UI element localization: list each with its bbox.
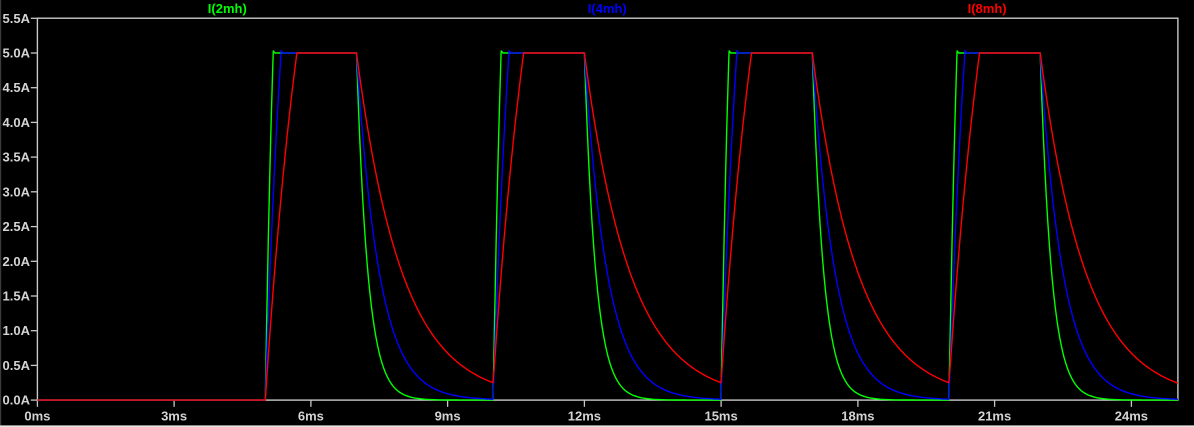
svg-text:0ms: 0ms [24, 409, 50, 424]
svg-text:4.0A: 4.0A [3, 115, 31, 130]
svg-text:3ms: 3ms [161, 409, 187, 424]
svg-text:1.5A: 1.5A [3, 289, 31, 304]
svg-text:I(8mh): I(8mh) [968, 1, 1007, 16]
svg-text:I(4mh): I(4mh) [588, 1, 627, 16]
svg-text:15ms: 15ms [704, 409, 737, 424]
svg-text:I(2mh): I(2mh) [208, 1, 247, 16]
svg-text:21ms: 21ms [978, 409, 1011, 424]
svg-text:4.5A: 4.5A [3, 80, 31, 95]
svg-text:12ms: 12ms [568, 409, 601, 424]
svg-text:24ms: 24ms [1115, 409, 1148, 424]
svg-text:1.0A: 1.0A [3, 323, 31, 338]
svg-text:6ms: 6ms [298, 409, 324, 424]
svg-text:9ms: 9ms [435, 409, 461, 424]
svg-text:5.0A: 5.0A [3, 46, 31, 61]
svg-text:0.5A: 0.5A [3, 358, 31, 373]
svg-text:2.5A: 2.5A [3, 219, 31, 234]
svg-text:18ms: 18ms [841, 409, 874, 424]
svg-text:0.0A: 0.0A [3, 393, 31, 408]
svg-text:3.0A: 3.0A [3, 184, 31, 199]
svg-text:3.5A: 3.5A [3, 150, 31, 165]
svg-text:5.5A: 5.5A [3, 11, 31, 26]
svg-text:2.0A: 2.0A [3, 254, 31, 269]
